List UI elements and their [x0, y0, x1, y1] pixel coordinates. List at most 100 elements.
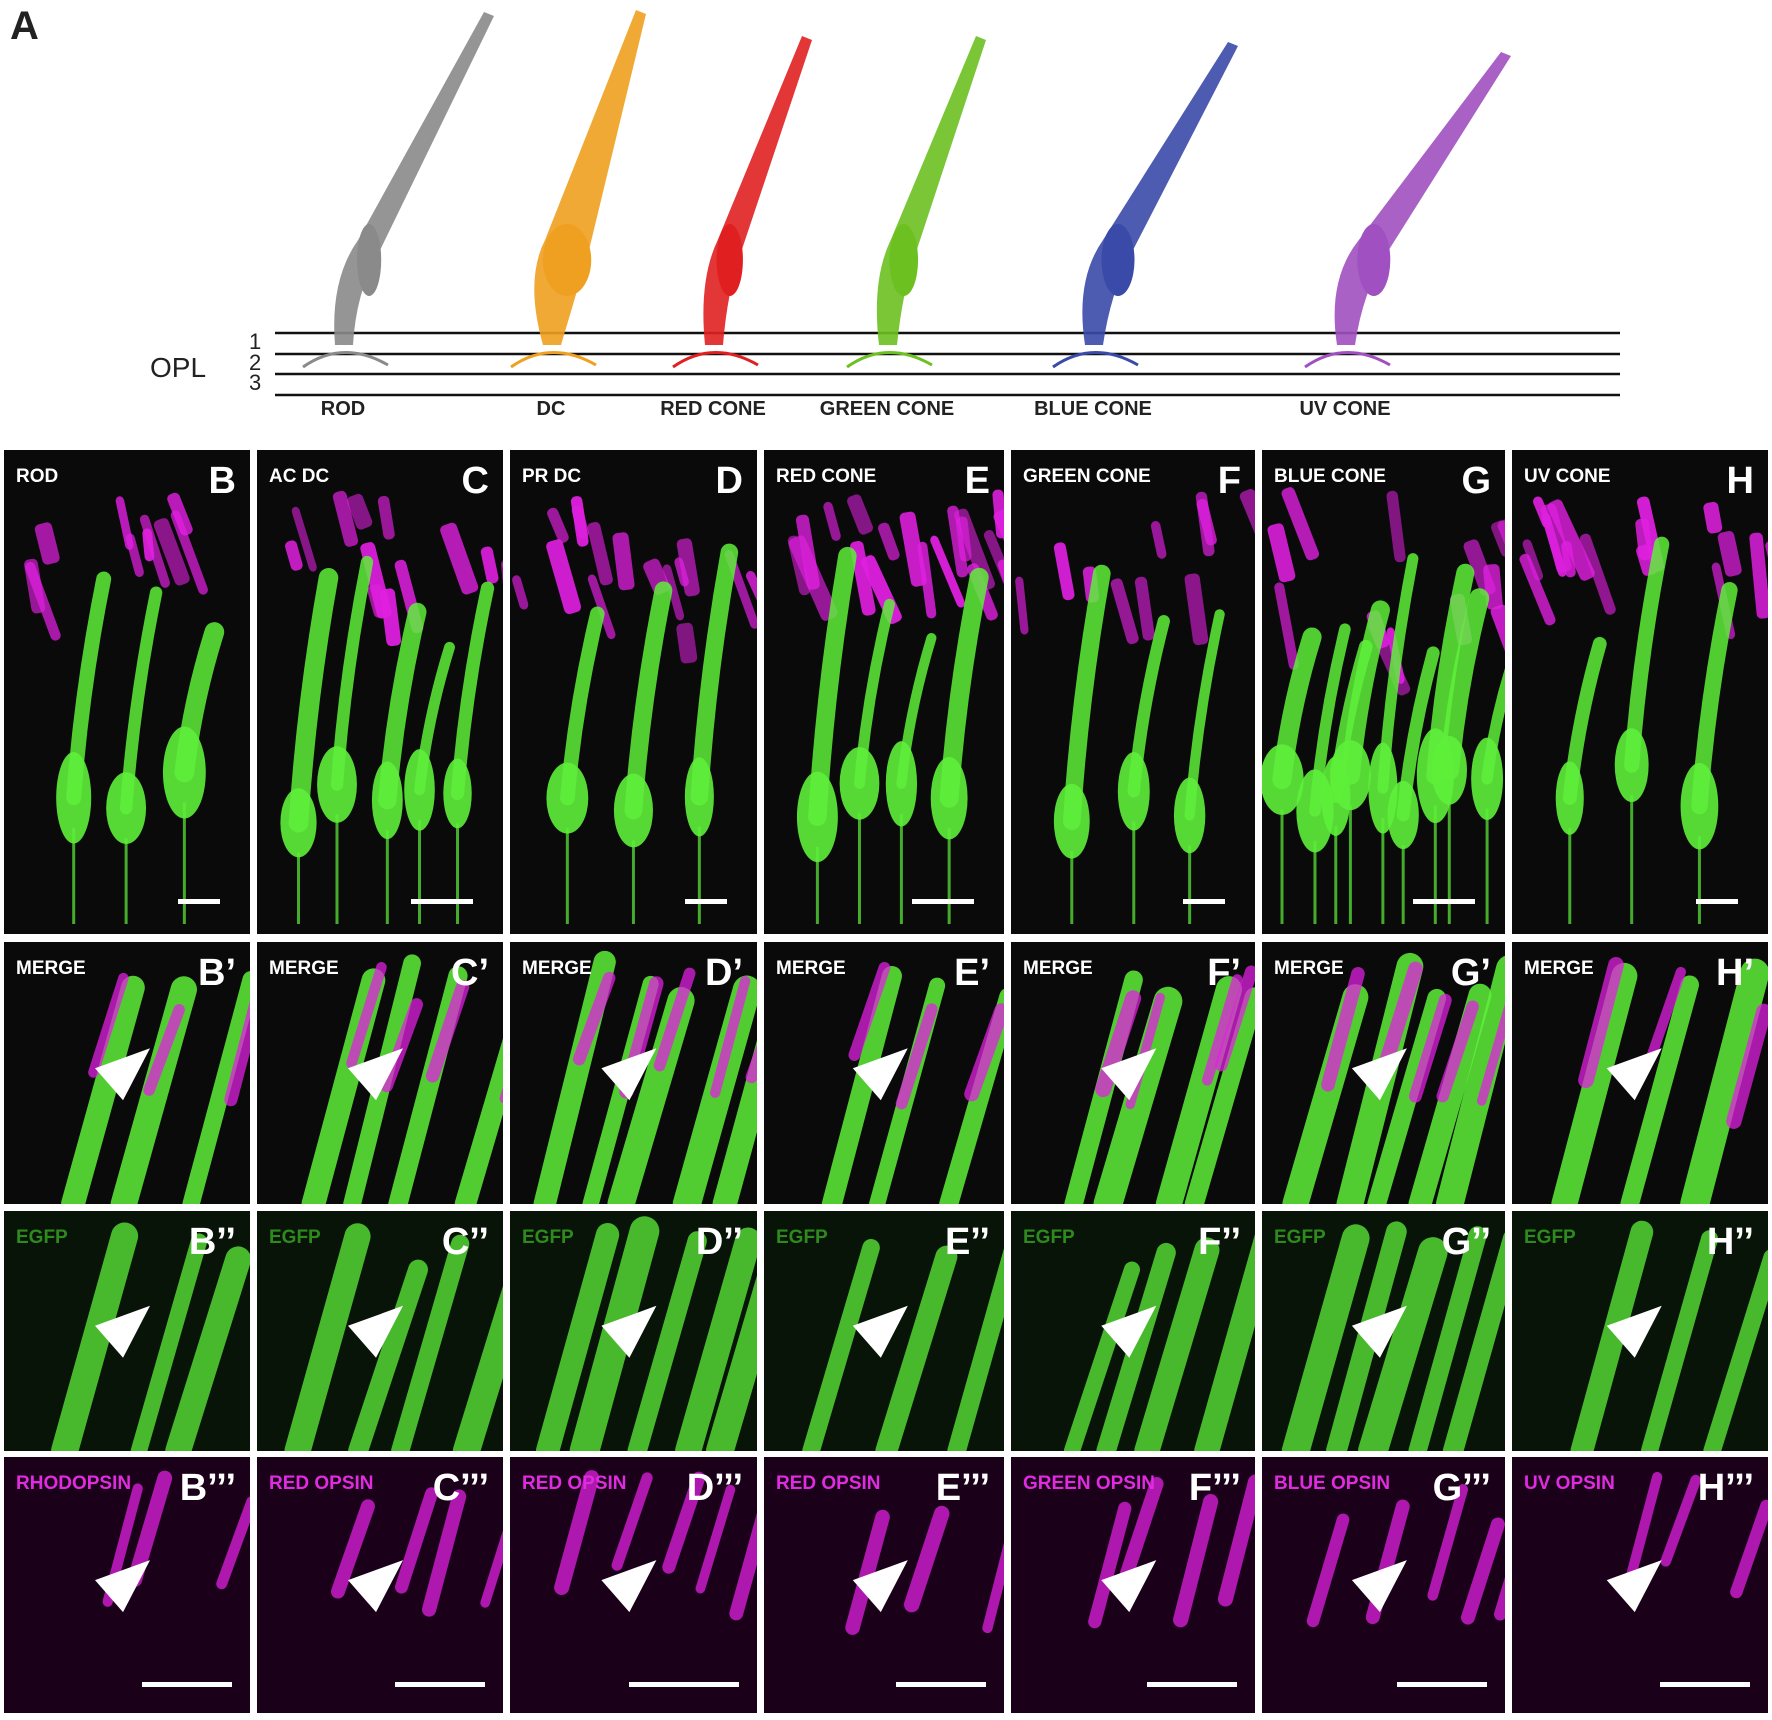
panel-letter: G’’ — [1441, 1221, 1491, 1263]
panel-letter: G’’’ — [1432, 1467, 1491, 1509]
micrograph-overview-0: ROD B — [4, 450, 250, 934]
arrowhead-marker — [852, 1560, 908, 1613]
micrograph-image — [1551, 957, 1768, 1204]
micrograph-image — [95, 1470, 250, 1613]
arrowhead-marker — [601, 1048, 657, 1101]
micrograph-egfp-5: EGFP G’’ — [1262, 1211, 1505, 1451]
micrograph-image — [280, 490, 503, 924]
cell-type-label: PR DC — [522, 466, 582, 487]
scale-bar — [1147, 1682, 1237, 1687]
panel-letter: F’’’ — [1188, 1467, 1241, 1509]
arrowhead-marker — [601, 1305, 657, 1358]
cell-name-blue-cone: BLUE CONE — [1034, 398, 1152, 420]
panel-a-letter: A — [10, 4, 39, 48]
egfp-label: EGFP — [1274, 1227, 1326, 1248]
micrograph-image — [301, 954, 503, 1204]
opsin-label: GREEN OPSIN — [1023, 1473, 1155, 1494]
cell-name-green-cone: GREEN CONE — [819, 398, 955, 420]
micrograph-overview-5: BLUE CONE G — [1262, 450, 1505, 934]
schematic-cell-3 — [846, 36, 986, 369]
arrowhead-marker — [95, 1560, 151, 1613]
micrograph-merge-4: MERGE F’ — [1011, 942, 1255, 1204]
micrograph-egfp-0: EGFP B’’ — [4, 1211, 250, 1451]
scale-bar — [629, 1682, 739, 1687]
cell-type-label: ROD — [16, 466, 59, 487]
arrowhead-marker — [1351, 1305, 1407, 1358]
scale-bar — [142, 1682, 232, 1687]
schematic-cell-4 — [1052, 42, 1238, 369]
arrowhead-marker — [852, 1048, 908, 1101]
arrowhead-marker — [95, 1048, 151, 1101]
egfp-label: EGFP — [269, 1227, 321, 1248]
micrograph-image — [330, 1487, 503, 1617]
cell-type-label: BLUE CONE — [1274, 466, 1386, 487]
scale-bar — [411, 899, 473, 904]
micrograph-image — [512, 496, 757, 924]
panel-letter: B’’ — [188, 1221, 236, 1263]
micrograph-image — [1262, 487, 1505, 924]
micrograph-opsin-0: RHODOPSIN B’’’ — [4, 1457, 250, 1713]
panel-letter: E’ — [954, 952, 990, 994]
merge-label: MERGE — [16, 958, 86, 979]
arrowhead-marker — [348, 1048, 404, 1101]
scale-bar — [1696, 899, 1738, 904]
micrograph-overview-4: GREEN CONE F — [1011, 450, 1255, 934]
panel-letter: E — [964, 460, 990, 502]
panel-letter: B’ — [198, 952, 236, 994]
panel-letter: B’’’ — [179, 1467, 236, 1509]
opsin-label: RHODOPSIN — [16, 1473, 132, 1494]
panel-letter: F’ — [1207, 952, 1241, 994]
panel-letter: E’’’ — [935, 1467, 990, 1509]
scale-bar — [1397, 1682, 1487, 1687]
opsin-label: RED OPSIN — [776, 1473, 881, 1494]
panel-letter: H’ — [1716, 952, 1754, 994]
panel-letter: C — [461, 460, 489, 502]
micrograph-grid: ROD B MERGE B’ EGFP B’’ RHODOPSIN B’’’ AC DC C MER… — [0, 440, 1772, 1720]
scale-bar — [1660, 1682, 1750, 1687]
opl-layer-2: 2 — [249, 350, 262, 375]
arrowhead-marker — [1101, 1560, 1157, 1613]
schematic-cell-1 — [510, 10, 646, 369]
egfp-label: EGFP — [776, 1227, 828, 1248]
panel-letter: G’ — [1450, 952, 1491, 994]
micrograph-overview-2: PR DC D — [510, 450, 757, 934]
panel-letter: C’’ — [441, 1221, 489, 1263]
scale-bar — [1413, 899, 1475, 904]
micrograph-egfp-2: EGFP D’’ — [510, 1211, 757, 1451]
opl-layer-3: 3 — [249, 370, 262, 395]
micrograph-opsin-4: GREEN OPSIN F’’’ — [1011, 1457, 1255, 1713]
micrograph-overview-6: UV CONE H — [1512, 450, 1768, 934]
scale-bar — [685, 899, 727, 904]
cell-type-label: AC DC — [269, 466, 330, 487]
micrograph-merge-2: MERGE D’ — [510, 942, 757, 1204]
arrowhead-marker — [1606, 1560, 1662, 1613]
arrowhead-marker — [1351, 1560, 1407, 1613]
scale-bar — [912, 899, 974, 904]
micrograph-egfp-3: EGFP E’’ — [764, 1211, 1004, 1451]
micrograph-egfp-6: EGFP H’’ — [1512, 1211, 1768, 1451]
opsin-label: RED OPSIN — [269, 1473, 374, 1494]
micrograph-image — [535, 1216, 757, 1451]
micrograph-image — [1519, 496, 1768, 924]
micrograph-image — [821, 961, 1004, 1204]
cell-type-label: UV CONE — [1524, 466, 1611, 487]
micrograph-merge-6: MERGE H’ — [1512, 942, 1768, 1204]
micrograph-image — [1606, 1471, 1768, 1613]
micrograph-image — [61, 971, 250, 1204]
micrograph-image — [1306, 1484, 1505, 1628]
opl-layer-1: 1 — [249, 329, 262, 354]
cell-type-label: RED CONE — [776, 466, 877, 487]
micrograph-merge-3: MERGE E’ — [764, 942, 1004, 1204]
micrograph-overview-1: AC DC C — [257, 450, 503, 934]
micrograph-opsin-6: UV OPSIN H’’’ — [1512, 1457, 1768, 1713]
opsin-label: RED OPSIN — [522, 1473, 627, 1494]
arrowhead-marker — [852, 1305, 908, 1358]
merge-label: MERGE — [269, 958, 339, 979]
panel-letter: C’’’ — [432, 1467, 489, 1509]
micrograph-image — [845, 1505, 1004, 1635]
photoreceptor-schematic — [275, 10, 1620, 397]
micrograph-merge-0: MERGE B’ — [4, 942, 250, 1204]
micrograph-image — [1063, 1234, 1255, 1451]
egfp-label: EGFP — [1524, 1227, 1576, 1248]
panel-letter: F’’ — [1198, 1221, 1241, 1263]
